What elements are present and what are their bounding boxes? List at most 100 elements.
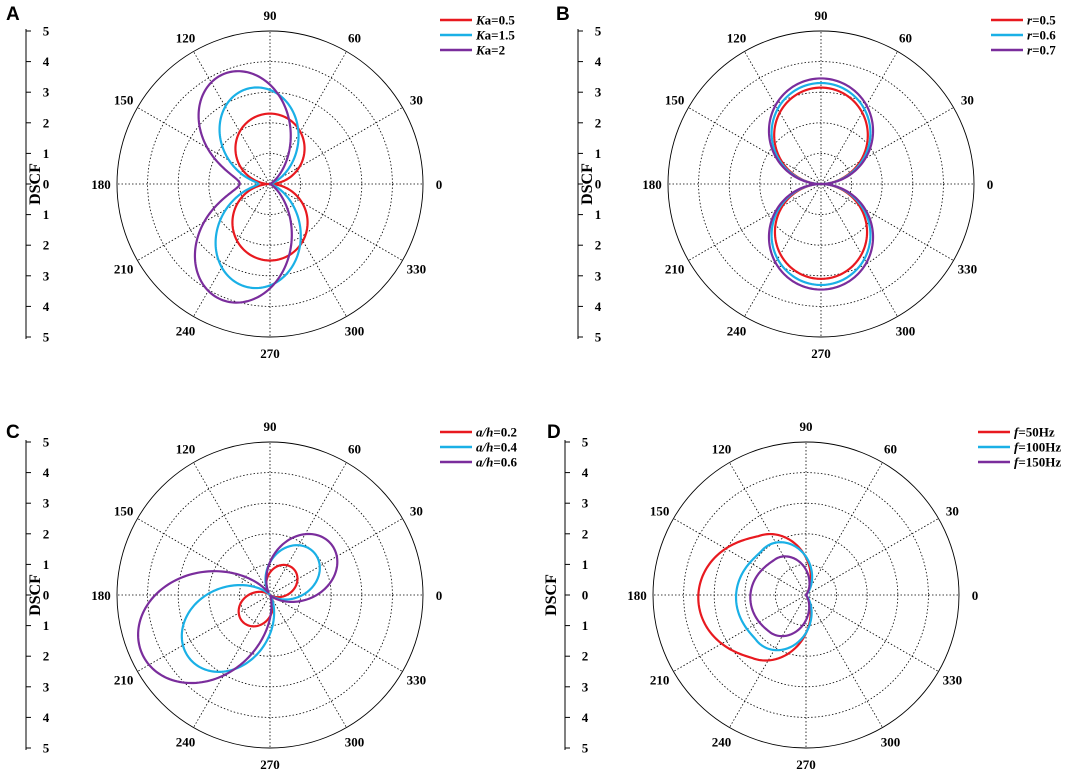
radial-tick-label: 4: [595, 299, 602, 314]
grid-circle: [759, 122, 883, 246]
angle-label: 0: [987, 177, 994, 192]
radial-tick-label: 5: [595, 330, 602, 345]
grid-spoke: [805, 594, 939, 672]
grid-spoke: [193, 594, 271, 728]
radial-tick-label: 4: [582, 710, 589, 725]
grid-circle: [744, 533, 868, 657]
radial-tick-label: 1: [595, 146, 602, 161]
grid-spoke: [805, 594, 883, 728]
angle-label: 90: [264, 419, 277, 434]
grid-circle: [775, 564, 838, 627]
angle-label: 210: [650, 673, 670, 688]
series-curve: [193, 70, 293, 304]
angle-label: 180: [642, 177, 662, 192]
grid-circle: [147, 472, 393, 718]
radial-tick-label: 2: [43, 649, 50, 664]
angle-label: 0: [436, 588, 443, 603]
radial-tick-label: 5: [582, 435, 589, 450]
grid-circle: [208, 533, 332, 657]
grid-spoke: [269, 462, 347, 596]
y-axis-label: DSCF: [579, 163, 596, 205]
radial-tick-label: 2: [595, 238, 602, 253]
y-axis-label: DSCF: [27, 163, 44, 205]
radial-tick-label: 4: [595, 54, 602, 69]
angle-label: 0: [436, 177, 443, 192]
angle-label: 30: [946, 504, 959, 519]
angle-label: 330: [958, 262, 978, 277]
radial-tick-label: 1: [595, 207, 602, 222]
panel-letter: C: [6, 422, 20, 443]
angle-label: 300: [881, 734, 901, 749]
grid-spoke: [137, 183, 271, 261]
radial-tick-label: 1: [43, 207, 50, 222]
panel-B: B030609012015018021024027030033054321012…: [556, 4, 1056, 361]
radial-tick-label: 5: [43, 741, 50, 756]
grid-spoke: [688, 107, 822, 185]
grid-spoke: [137, 518, 271, 596]
angle-label: 150: [650, 504, 670, 519]
grid-spoke: [820, 183, 954, 261]
angle-label: 150: [114, 504, 134, 519]
grid-spoke: [744, 183, 822, 317]
angle-label: 30: [410, 504, 423, 519]
angle-label: 270: [260, 757, 280, 772]
angle-label: 120: [727, 31, 747, 46]
angle-label: 240: [727, 323, 747, 338]
angle-label: 210: [114, 673, 134, 688]
series-curve: [749, 555, 811, 638]
legend-label: f=50Hz: [1014, 425, 1055, 440]
grid-spoke: [673, 518, 807, 596]
panel-letter: D: [547, 422, 561, 443]
angle-label: 90: [800, 419, 813, 434]
grid-circle: [116, 441, 424, 749]
angle-label: 120: [176, 31, 196, 46]
angle-label: 150: [665, 93, 685, 108]
legend-label: a/h=0.4: [476, 440, 518, 455]
radial-tick-label: 0: [43, 177, 50, 192]
radial-tick-label: 0: [595, 177, 602, 192]
angle-label: 0: [972, 588, 979, 603]
radial-tick-label: 4: [582, 465, 589, 480]
legend-label: Ka=2: [475, 43, 505, 58]
radial-tick-label: 2: [582, 526, 589, 541]
grid-spoke: [805, 462, 883, 596]
grid-circle: [667, 30, 975, 338]
grid-spoke: [193, 51, 271, 185]
angle-label: 30: [410, 93, 423, 108]
angle-label: 300: [345, 734, 365, 749]
radial-tick-label: 1: [582, 557, 589, 572]
radial-tick-label: 1: [43, 146, 50, 161]
panel-A: A030609012015018021024027030033054321012…: [6, 4, 515, 361]
angle-label: 60: [899, 31, 912, 46]
y-axis-label: DSCF: [27, 574, 44, 616]
angle-label: 330: [407, 673, 427, 688]
legend-label: r=0.6: [1027, 28, 1056, 43]
radial-tick-label: 4: [43, 710, 50, 725]
radial-tick-label: 3: [43, 496, 50, 511]
grid-spoke: [269, 594, 347, 728]
angle-label: 330: [943, 673, 963, 688]
grid-circle: [652, 441, 960, 749]
panel-C: C030609012015018021024027030033054321012…: [6, 419, 518, 772]
grid-spoke: [193, 183, 271, 317]
angle-label: 270: [796, 757, 816, 772]
series-curve: [767, 77, 875, 291]
panel-D: D030609012015018021024027030033054321012…: [543, 419, 1061, 772]
angle-label: 180: [91, 588, 111, 603]
angle-label: 300: [345, 323, 365, 338]
radial-tick-label: 2: [43, 526, 50, 541]
series-curve: [137, 532, 339, 685]
radial-tick-label: 4: [43, 465, 50, 480]
angle-label: 180: [627, 588, 647, 603]
angle-label: 270: [811, 346, 831, 361]
legend-label: f=150Hz: [1014, 455, 1061, 470]
grid-spoke: [688, 183, 822, 261]
angle-label: 90: [815, 8, 828, 23]
series-curve: [231, 112, 309, 262]
grid-spoke: [193, 462, 271, 596]
radial-tick-label: 1: [43, 557, 50, 572]
grid-circle: [683, 472, 929, 718]
angle-label: 60: [884, 442, 897, 457]
